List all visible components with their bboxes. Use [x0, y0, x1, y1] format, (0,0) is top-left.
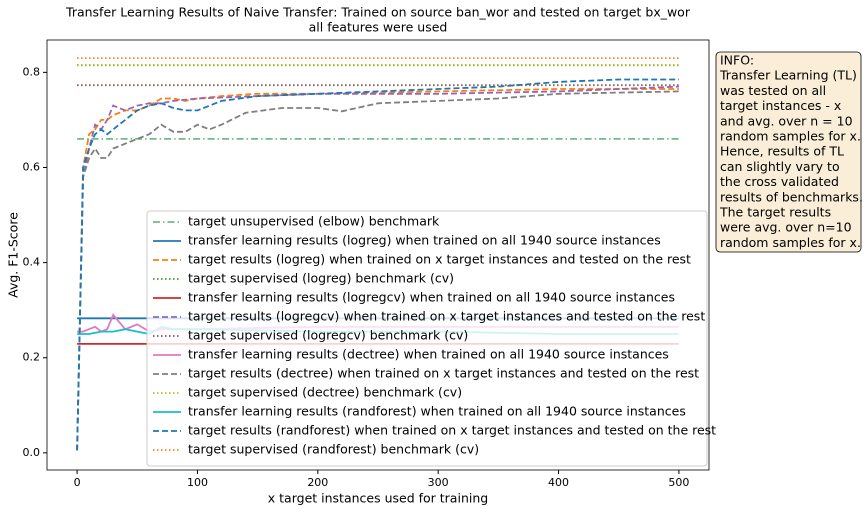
legend-label: target supervised (dectree) benchmark (c… — [188, 385, 462, 400]
legend-label: transfer learning results (logreg) when … — [188, 233, 661, 248]
x-tick-label: 400 — [548, 476, 569, 489]
legend-label: target unsupervised (elbow) benchmark — [188, 214, 440, 229]
legend-label: target supervised (logregcv) benchmark (… — [188, 328, 468, 343]
info-text: Hence, results of TL — [720, 144, 844, 159]
y-axis-label: Avg. F1-Score — [6, 212, 21, 298]
series-line — [76, 90, 679, 451]
info-text: target instances - x — [720, 98, 841, 113]
plot-frame — [46, 39, 710, 471]
y-tick-label: 0.8 — [23, 65, 41, 78]
info-text: and avg. over n = 10 — [720, 113, 853, 128]
x-tick-label: 500 — [668, 476, 689, 489]
legend-label: target results (dectree) when trained on… — [188, 366, 699, 381]
info-text: results of benchmarks. — [720, 189, 863, 204]
info-text: Transfer Learning (TL) — [719, 68, 857, 83]
x-tick-label: 100 — [187, 476, 208, 489]
legend-label: transfer learning results (logregcv) whe… — [188, 290, 675, 305]
y-tick-label: 0.0 — [23, 446, 41, 459]
series-line — [76, 88, 679, 451]
y-tick-label: 0.4 — [23, 256, 41, 269]
info-text: random samples for x. — [720, 129, 861, 144]
info-text: were avg. over n=10 — [720, 220, 852, 235]
info-box — [715, 51, 862, 253]
legend-label: target supervised (logreg) benchmark (cv… — [188, 271, 454, 286]
legend-box — [146, 210, 708, 467]
series-line — [76, 78, 679, 451]
legend-label: transfer learning results (randforest) w… — [188, 404, 686, 419]
x-tick-label: 300 — [428, 476, 449, 489]
legend-label: transfer learning results (dectree) when… — [188, 347, 669, 362]
legend-label: target results (logreg) when trained on … — [188, 252, 691, 267]
legend-label: target results (logregcv) when trained o… — [188, 309, 705, 324]
info-text: random samples for x. — [720, 235, 861, 250]
info-text: The target results — [719, 205, 831, 220]
legend-label: target results (randforest) when trained… — [188, 423, 716, 438]
x-tick-label: 200 — [307, 476, 328, 489]
chart-title: Transfer Learning Results of Naive Trans… — [65, 5, 691, 20]
y-tick-label: 0.2 — [23, 351, 41, 364]
chart-subtitle: all features were used — [309, 20, 448, 35]
x-axis-label: x target instances used for training — [268, 491, 488, 506]
info-text: was tested on all — [720, 83, 826, 98]
legend-label: target supervised (randforest) benchmark… — [188, 442, 479, 457]
info-text: the cross validated — [720, 174, 839, 189]
info-text: INFO: — [720, 53, 754, 68]
x-tick-label: 0 — [74, 476, 81, 489]
info-text: can slightly vary to — [720, 159, 840, 174]
y-tick-label: 0.6 — [23, 160, 41, 173]
